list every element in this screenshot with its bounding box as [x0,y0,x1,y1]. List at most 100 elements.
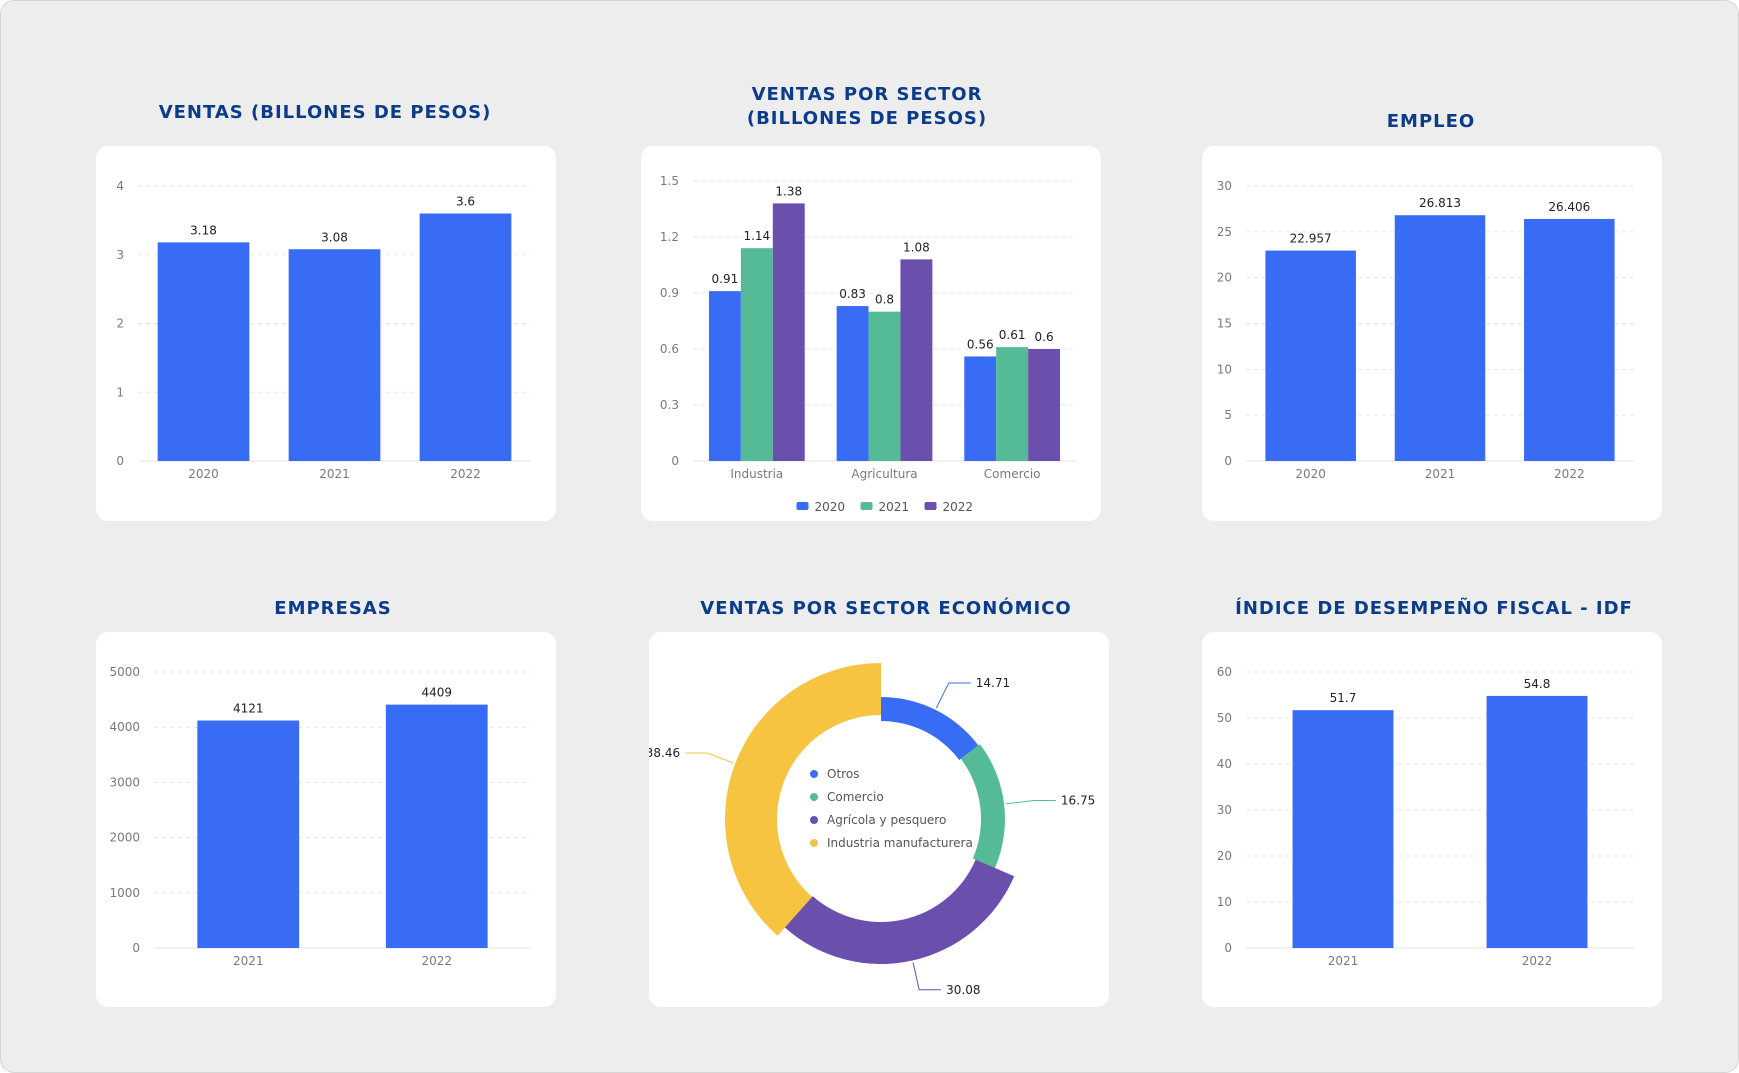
y-tick-label: 5000 [109,665,140,679]
bar [197,720,300,948]
chart-title-idf: ÍNDICE DE DESEMPEÑO FISCAL - IDF [1235,598,1633,619]
y-tick-label: 20 [1217,271,1232,285]
legend-label: 2021 [879,500,910,514]
legend-swatch [810,770,818,778]
chart-title-empresas: EMPRESAS [274,598,392,619]
data-label: 3.18 [190,223,217,237]
x-tick-label: Comercio [984,467,1041,481]
x-tick-label: 2021 [1425,467,1456,481]
y-tick-label: 3000 [109,775,140,789]
bar [772,203,805,461]
data-label: 1.08 [903,240,930,254]
pie-slice [881,697,979,760]
chart-title-ventas: VENTAS (BILLONES DE PESOS) [158,102,492,123]
chart-empresas: 0 1000 2000 3000 4000 5000 4121 2021 4409 2022 [109,665,531,968]
y-tick-label: 1 [116,385,124,399]
data-label: 26.813 [1419,196,1461,210]
x-tick-label: 2020 [1295,467,1326,481]
data-label: 4121 [233,702,264,716]
x-tick-label: 2020 [188,467,219,481]
legend-label: 2020 [815,500,846,514]
y-tick-label: 40 [1217,757,1232,771]
y-tick-label: 0 [1224,941,1232,955]
chart-card-ventas: 0 1 2 3 4 3.18 2020 3.08 2021 3.6 2022 [96,146,556,521]
bar [157,242,250,461]
y-tick-label: 30 [1217,179,1232,193]
data-label: 0.61 [999,328,1026,342]
pie-slice [960,744,1005,868]
y-tick-label: 4000 [109,720,140,734]
y-tick-label: 0 [132,941,140,955]
legend-label: 2022 [943,500,974,514]
y-tick-label: 0 [671,454,679,468]
bar [964,356,997,461]
y-tick-label: 3 [116,248,124,262]
y-tick-label: 1.5 [660,174,679,188]
y-tick-label: 0.6 [660,342,679,356]
chart-card-idf: 0 10 20 30 40 50 60 51.7 2021 54.8 2022 [1202,632,1662,1007]
slice-label: 16.75 [1061,794,1095,808]
slice-label: 38.46 [649,746,680,760]
bar [708,291,741,461]
chart-title-empleo: EMPLEO [1386,111,1476,132]
y-tick-label: 1000 [109,886,140,900]
legend-swatch [810,839,818,847]
y-tick-label: 4 [116,179,124,193]
data-label: 0.56 [967,337,994,351]
data-label: 4409 [421,686,452,700]
leader-line [1006,800,1056,805]
x-tick-label: Agricultura [851,467,917,481]
chart-card-sector-economico: 14.71 16.75 30.08 38.46 Otros Comercio Agrícol… [649,632,1109,1007]
bar [836,306,869,461]
data-label: 3.6 [456,195,475,209]
chart-idf: 0 10 20 30 40 50 60 51.7 2021 54.8 2022 [1217,665,1634,968]
y-tick-label: 10 [1217,362,1232,376]
legend-swatch [810,816,818,824]
data-label: 0.83 [839,287,866,301]
chart-title-ventas-sector: VENTAS POR SECTOR (BILLONES DE PESOS) [746,84,988,129]
x-tick-label: 2021 [233,954,264,968]
legend-swatch [810,793,818,801]
y-tick-label: 20 [1217,849,1232,863]
y-tick-label: 15 [1217,317,1232,331]
pie-slice [725,663,881,936]
legend-label: Industria manufacturera [827,836,973,850]
y-tick-label: 30 [1217,803,1232,817]
y-tick-label: 5 [1224,408,1232,422]
data-label: 0.8 [875,293,894,307]
bar [740,248,773,461]
bar [1265,250,1356,461]
y-tick-label: 2000 [109,831,140,845]
bar [385,704,488,948]
x-tick-label: Industria [730,467,783,481]
data-label: 26.406 [1548,200,1590,214]
data-label: 0.6 [1035,330,1054,344]
y-tick-label: 2 [116,317,124,331]
y-tick-label: 50 [1217,711,1232,725]
x-tick-label: 2021 [1328,954,1359,968]
bar [1292,710,1394,948]
y-tick-label: 10 [1217,895,1232,909]
slice-label: 30.08 [946,983,980,997]
bar [419,213,512,461]
chart-card-empresas: 0 1000 2000 3000 4000 5000 4121 2021 4409 2022 [96,632,556,1007]
y-tick-label: 0.3 [660,398,679,412]
leader-line [685,752,734,764]
bar [1486,695,1588,948]
legend-swatch [860,502,873,510]
data-label: 54.8 [1524,677,1551,691]
legend-label: Agrícola y pesquero [827,813,946,827]
data-label: 51.7 [1330,691,1357,705]
chart-empleo: 0 5 10 15 20 25 30 22.957 2020 26.813 2021 26.406 20… [1217,179,1634,481]
y-tick-label: 60 [1217,665,1232,679]
data-label: 0.91 [712,272,739,286]
slice-label: 14.71 [976,676,1010,690]
x-tick-label: 2021 [319,467,350,481]
data-label: 3.08 [321,230,348,244]
pie-slice [784,859,1015,964]
chart-sector-economico: 14.71 16.75 30.08 38.46 Otros Comercio Agrícol… [649,663,1095,997]
bar [288,249,381,461]
y-tick-label: 0 [116,454,124,468]
chart-ventas: 0 1 2 3 4 3.18 2020 3.08 2021 3.6 2022 [116,179,531,481]
